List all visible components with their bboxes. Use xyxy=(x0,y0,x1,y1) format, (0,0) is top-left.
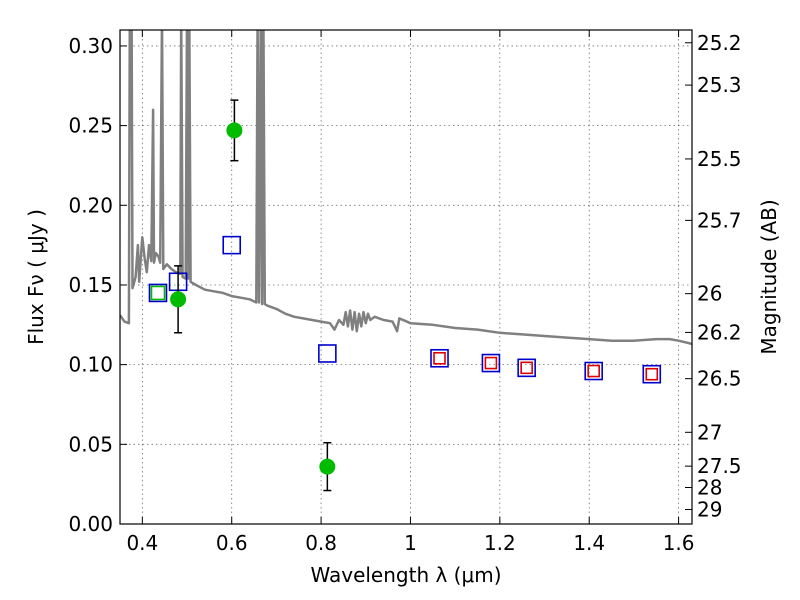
x-tick-label: 0.8 xyxy=(305,531,337,555)
observed-point xyxy=(170,291,187,308)
right-tick-label: 25.3 xyxy=(697,73,742,97)
y-tick-label: 0.10 xyxy=(68,353,113,377)
photometry-points xyxy=(148,99,662,492)
x-tick-label: 0.6 xyxy=(216,531,248,555)
y-axis-label: Flux Fν ( μJy ) xyxy=(24,209,48,345)
y-tick-label: 0.15 xyxy=(68,273,113,297)
x-axis-label: Wavelength λ (μm) xyxy=(310,563,501,587)
model-photometry-square xyxy=(645,367,659,381)
right-tick-label: 26.5 xyxy=(697,367,742,391)
observed-point xyxy=(226,122,243,139)
x-tick-label: 1 xyxy=(404,531,417,555)
model-photometry-square xyxy=(433,351,446,365)
right-tick-label: 25.5 xyxy=(697,147,742,171)
model-photometry-square xyxy=(150,285,166,301)
model-photometry-square xyxy=(520,361,533,375)
x-tick-label: 1.6 xyxy=(663,531,695,555)
model-photometry-square xyxy=(642,364,662,384)
y-tick-label: 0.05 xyxy=(68,432,113,456)
right-tick-label: 26.2 xyxy=(697,320,742,344)
right-tick-label: 26 xyxy=(697,282,722,306)
x-tick-label: 0.4 xyxy=(126,531,158,555)
right-tick-label: 27.5 xyxy=(697,454,742,478)
y-tick-label: 0.20 xyxy=(68,193,113,217)
model-photometry-square xyxy=(222,235,242,255)
observed-point xyxy=(319,458,336,475)
right-tick-label: 27 xyxy=(697,420,722,444)
sed-model-spectrum xyxy=(120,30,692,346)
right-tick-label: 28 xyxy=(697,475,722,499)
y-tick-label: 0.00 xyxy=(68,512,113,536)
model-photometry-square xyxy=(587,364,600,378)
plot-frame xyxy=(119,29,693,525)
model-photometry-square xyxy=(484,356,498,370)
model-photometry-square xyxy=(430,348,449,368)
right-axis-label: Magnitude (AB) xyxy=(757,199,781,354)
axes: 0.4 0.6 0.8 1 1.2 1.4 1.6 0.00 0.05 0.10 0.15 0.20 0… xyxy=(68,29,742,555)
model-photometry-square xyxy=(481,353,501,373)
y-tick-label: 0.30 xyxy=(68,34,113,58)
right-tick-label: 25.2 xyxy=(697,31,742,55)
right-tick-label: 25.7 xyxy=(697,208,742,232)
grid xyxy=(120,30,692,524)
model-photometry-square xyxy=(517,358,536,378)
spectrum-line xyxy=(120,30,692,346)
model-photometry-square xyxy=(148,283,168,303)
y-tick-label: 0.25 xyxy=(68,114,113,138)
model-photometry-square xyxy=(584,361,603,381)
model-photometry-square xyxy=(318,344,337,363)
x-tick-label: 1.4 xyxy=(573,531,605,555)
right-tick-label: 29 xyxy=(697,497,722,521)
x-tick-label: 1.2 xyxy=(484,531,516,555)
